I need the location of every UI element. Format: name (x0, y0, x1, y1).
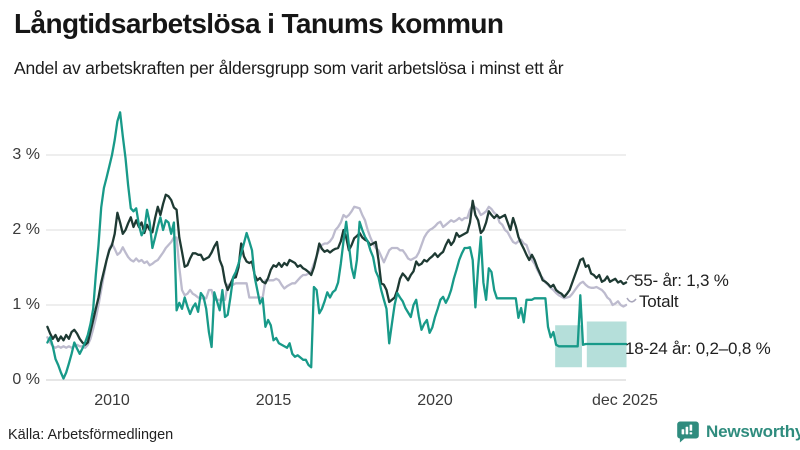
source-note: Källa: Arbetsförmedlingen (8, 427, 174, 443)
gridlines (46, 154, 626, 381)
y-tick-label: 2 % (12, 221, 40, 238)
y-tick-label: 0 % (12, 371, 40, 388)
x-tick-label: 2020 (417, 392, 453, 409)
connector-55 (626, 274, 636, 281)
series-label-age1824: 18-24 år: 0,2–0,8 % (625, 339, 771, 358)
series-label-age55: 55- år: 1,3 % (634, 271, 729, 290)
brand-lockup: Newsworthy (676, 419, 800, 445)
x-tick-label: dec 2025 (592, 392, 658, 409)
connector-total (626, 297, 637, 303)
x-tick-label: 2015 (255, 392, 292, 409)
series-lines (46, 111, 628, 380)
y-tick-label: 3 % (12, 146, 40, 163)
x-tick-label: 2010 (94, 392, 130, 409)
series-line-age55 (46, 193, 628, 346)
series-line-total (46, 204, 628, 349)
newsworthy-logo-icon (677, 421, 699, 443)
y-tick-label: 1 % (12, 296, 40, 313)
series-line-age1824 (46, 111, 628, 380)
page-title: Långtidsarbetslösa i Tanums kommun (14, 8, 504, 39)
brand-name: Newsworthy (706, 422, 800, 441)
page-subtitle: Andel av arbetskraften per åldersgrupp s… (14, 58, 564, 78)
label-connectors (626, 274, 637, 303)
series-label-total: Totalt (639, 292, 679, 311)
